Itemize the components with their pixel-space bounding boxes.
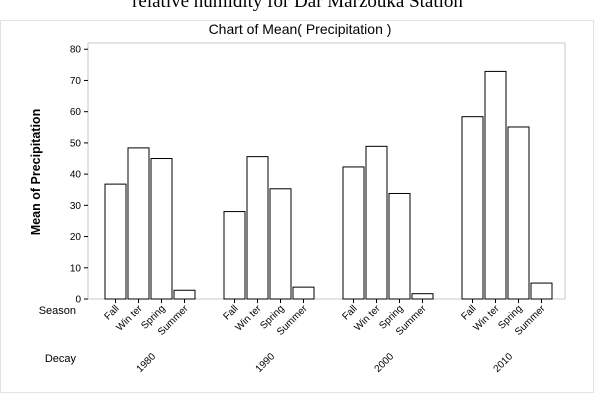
bar-2010-spring: [507, 126, 530, 300]
bar-1990-summer: [292, 286, 315, 300]
season-row-label: Season: [39, 305, 76, 317]
bar-1990-spring: [269, 188, 292, 300]
chart-frame: [0, 20, 594, 393]
group-label-2000: 2000: [373, 351, 397, 375]
y-tick-label-10: 10: [70, 263, 82, 274]
axes: 0 10 20 30 40 50 60 70 80: [70, 42, 566, 306]
bar-1980-summer: [173, 289, 196, 300]
bar-1980-fall: [104, 183, 127, 300]
y-tick-label-60: 60: [70, 107, 82, 118]
bar-2000-fall: [342, 166, 365, 300]
bar-2000-summer: [411, 293, 434, 300]
bar-2000-winter: [365, 145, 388, 300]
y-tick-label-80: 80: [70, 45, 82, 56]
group-label-1980: 1980: [135, 351, 159, 375]
y-tick-label-70: 70: [70, 76, 82, 87]
bars: [104, 70, 553, 300]
bar-1980-winter: [127, 147, 150, 300]
category-label-2010-fall: Fall: [459, 303, 478, 322]
top-caption: relative humidity for Dar Marzouka Stati…: [132, 0, 463, 12]
chart-title: Chart of Mean( Precipitation ): [209, 21, 392, 37]
bar-1990-fall: [223, 211, 246, 300]
bar-1980-spring: [150, 158, 173, 300]
group-label-2010: 2010: [492, 351, 516, 375]
category-label-1990-winter: Win ter: [233, 303, 264, 334]
category-label-1980-winter: Win ter: [114, 303, 145, 334]
category-label-2010-winter: Win ter: [471, 303, 502, 334]
bar-2010-winter: [484, 70, 507, 300]
decay-row-label: Decay: [45, 353, 77, 365]
y-axis-label: Mean of Precipitation: [29, 109, 43, 235]
bar-1990-winter: [246, 156, 269, 300]
category-label-2000-fall: Fall: [340, 303, 359, 322]
group-label-1990: 1990: [254, 351, 278, 375]
category-label-1990-fall: Fall: [221, 303, 240, 322]
bar-2000-spring: [388, 192, 411, 300]
category-label-1980-fall: Fall: [102, 303, 121, 322]
bar-2010-fall: [461, 116, 484, 300]
y-tick-label-30: 30: [70, 201, 82, 212]
category-label-2000-winter: Win ter: [352, 303, 383, 334]
plot-frame: [87, 42, 566, 300]
y-tick-label-40: 40: [70, 170, 82, 181]
y-tick-label-0: 0: [75, 295, 81, 306]
y-tick-label-20: 20: [70, 232, 82, 243]
y-tick-label-50: 50: [70, 138, 82, 149]
bar-2010-summer: [530, 282, 553, 300]
